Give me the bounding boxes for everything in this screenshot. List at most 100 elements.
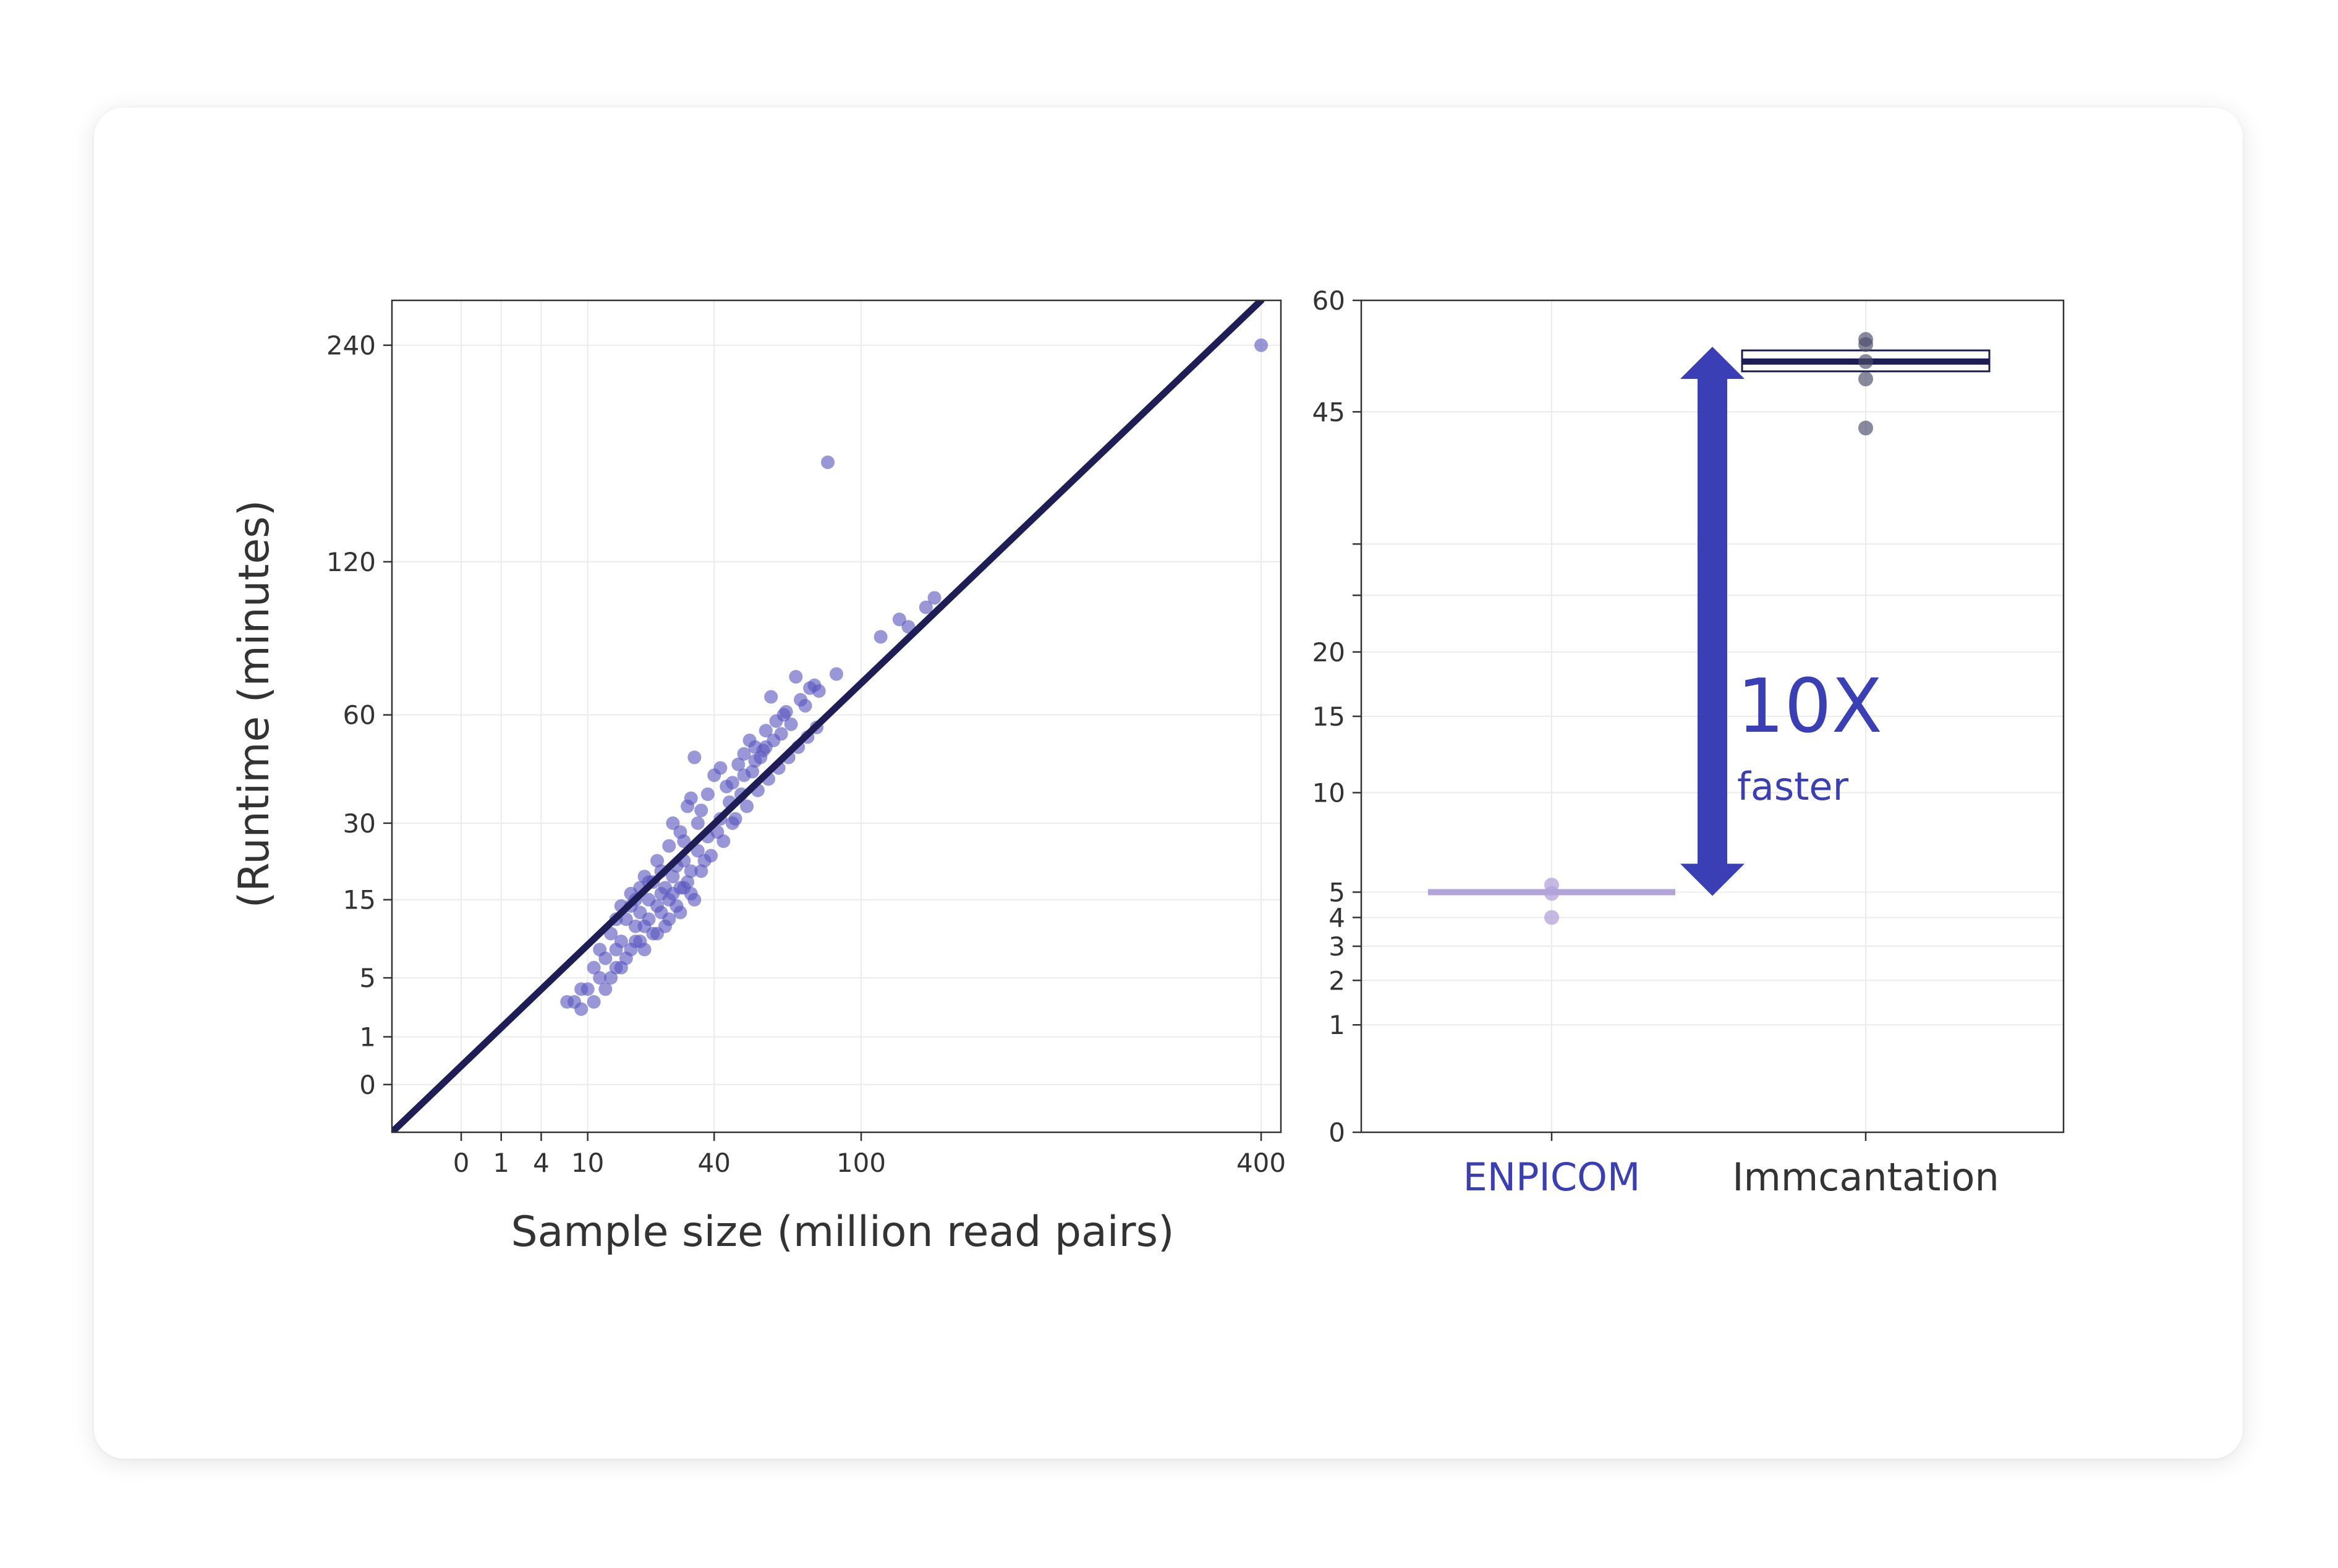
y-tick-label: 30 — [343, 808, 376, 839]
scatter-point — [662, 912, 676, 926]
y-tick-label: 15 — [343, 885, 376, 915]
y-tick-label: 15 — [1312, 701, 1345, 732]
scatter-point — [598, 982, 613, 996]
scatter-point — [776, 708, 791, 722]
scatter-point — [789, 670, 803, 684]
scatter-point — [821, 456, 835, 470]
scatter-point — [604, 971, 618, 985]
scatter-point — [927, 591, 942, 605]
scatter-point — [740, 799, 754, 813]
scatter-point — [637, 943, 652, 957]
y-tick-label: 5 — [359, 963, 376, 993]
scatter-point — [666, 870, 680, 884]
scatter-point — [694, 803, 708, 818]
y-tick-label: 60 — [1312, 286, 1345, 316]
scatter-point — [737, 747, 751, 761]
scatter-point — [673, 881, 687, 895]
y-tick-label: 4 — [1328, 902, 1345, 933]
scatter-point — [731, 757, 746, 771]
scatter-point — [713, 761, 728, 775]
y-tick-label: 120 — [326, 547, 376, 577]
y-tick-label: 3 — [1328, 931, 1345, 962]
scatter-point — [650, 899, 665, 913]
immcantation-point — [1858, 371, 1873, 387]
scatter-point — [748, 754, 762, 768]
x-tick-label: 4 — [533, 1148, 550, 1178]
scatter-point — [624, 943, 638, 957]
scatter-point — [737, 768, 751, 782]
scatter-point — [687, 892, 702, 907]
immcantation-point — [1858, 354, 1873, 369]
scatter-point — [691, 816, 705, 830]
category-label-enpicom: ENPICOM — [1463, 1155, 1641, 1200]
double-arrow-icon — [1680, 346, 1745, 896]
scatter-point — [798, 698, 812, 713]
x-axis-title: Sample size (million read pairs) — [511, 1208, 1174, 1257]
scatter-point — [687, 750, 702, 765]
scatter-point — [609, 943, 623, 957]
x-tick-label: 0 — [453, 1148, 470, 1178]
scatter-point — [587, 995, 601, 1009]
x-tick-label: 10 — [571, 1148, 604, 1178]
immcantation-point — [1858, 337, 1873, 352]
scatter-point — [614, 960, 628, 975]
scatter-panel-border — [391, 299, 1282, 1134]
enpicom-point — [1544, 910, 1559, 925]
category-label-immcantation: Immcantation — [1732, 1155, 1999, 1200]
y-tick-label: 0 — [1328, 1117, 1345, 1148]
fit-line — [392, 300, 1265, 1132]
x-tick-label: 1 — [493, 1148, 509, 1178]
y-tick-label: 20 — [1312, 637, 1345, 667]
x-tick-label: 40 — [698, 1148, 731, 1178]
scatter-point — [662, 839, 676, 853]
y-tick-label: 0 — [359, 1070, 376, 1100]
scatter-point — [684, 791, 698, 805]
y-tick-label: 45 — [1312, 397, 1345, 427]
scatter-point — [593, 943, 607, 957]
scatter-point — [725, 816, 739, 830]
speedup-sublabel: faster — [1737, 764, 1849, 809]
box-panel — [1361, 300, 2064, 1133]
y-tick-label: 60 — [343, 700, 376, 731]
x-tick-label: 400 — [1236, 1148, 1286, 1178]
y-tick-label: 1 — [1328, 1010, 1345, 1040]
y-tick-label: 1 — [359, 1022, 376, 1053]
x-tick-label: 100 — [836, 1148, 886, 1178]
scatter-point — [764, 690, 778, 704]
scatter-point — [874, 630, 888, 644]
scatter-point — [654, 886, 668, 901]
y-axis-title: (Runtime (minutes) — [230, 500, 279, 908]
scatter-point — [759, 740, 773, 754]
scatter-point — [673, 905, 687, 920]
scatter-point — [697, 854, 712, 868]
scatter-point — [574, 982, 589, 996]
y-tick-label: 2 — [1328, 965, 1345, 996]
scatter-point — [650, 926, 665, 941]
scatter-point — [650, 854, 665, 868]
y-tick-label: 10 — [1312, 778, 1345, 808]
y-tick-label: 5 — [1328, 877, 1345, 907]
scatter-point — [892, 612, 906, 627]
scatter-point — [694, 864, 708, 878]
scatter-point — [812, 684, 826, 698]
scatter-point — [574, 1002, 589, 1016]
scatter-point — [593, 971, 607, 985]
scatter-point — [829, 667, 843, 681]
figure-card: 0 1 4 10 40 100 400 0 1 5 15 30 60 120 240 Sample size … — [94, 108, 2243, 1459]
scatter-point — [700, 787, 715, 802]
scatter-point — [684, 864, 698, 878]
scatter-point — [725, 776, 739, 790]
speedup-label: 10X — [1737, 664, 1882, 750]
y-tick-label: 240 — [326, 331, 376, 361]
scatter-point — [642, 912, 656, 926]
scatter-panel — [392, 300, 1281, 1132]
scatter-point — [587, 960, 601, 975]
scatter-point — [759, 724, 773, 738]
immcantation-point — [1858, 420, 1873, 436]
scatter-point — [1254, 338, 1269, 352]
scatter-point — [919, 600, 933, 614]
enpicom-point — [1544, 886, 1559, 901]
scatter-point — [784, 717, 798, 731]
scatter-point — [677, 834, 691, 849]
